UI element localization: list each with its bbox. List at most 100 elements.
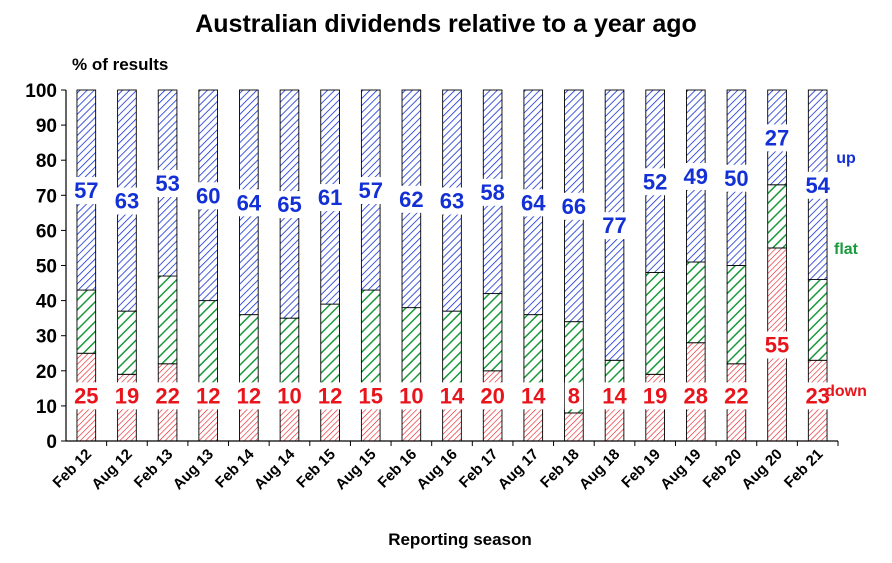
bar-flat bbox=[807, 279, 828, 361]
data-label-down: 19 bbox=[115, 383, 139, 408]
data-label-up: 53 bbox=[155, 171, 179, 196]
bar-flat bbox=[442, 310, 462, 393]
x-tick-label: Feb 18 bbox=[537, 446, 583, 492]
data-label-background bbox=[680, 162, 712, 190]
x-tick-label: Aug 20 bbox=[738, 446, 785, 493]
y-tick-label: 0 bbox=[46, 432, 57, 453]
data-label-up: 64 bbox=[521, 190, 546, 215]
data-label-up: 64 bbox=[237, 190, 262, 215]
data-label-up: 57 bbox=[74, 178, 98, 203]
data-label-down: 12 bbox=[196, 383, 220, 408]
x-tick-label: Feb 13 bbox=[131, 446, 177, 492]
data-label-up: 63 bbox=[115, 189, 139, 214]
data-label-background bbox=[761, 331, 793, 359]
data-label-background bbox=[721, 164, 752, 192]
y-tick-label: 40 bbox=[36, 292, 57, 313]
x-tick-label: Aug 13 bbox=[170, 446, 217, 493]
data-label-down: 19 bbox=[643, 383, 667, 408]
data-label-up: 27 bbox=[765, 125, 789, 150]
data-label-background bbox=[314, 382, 346, 410]
data-label-down: 28 bbox=[684, 383, 708, 408]
legend-label-down: down bbox=[825, 383, 867, 400]
x-axis-label: Reporting season bbox=[388, 530, 532, 549]
bar-flat bbox=[726, 265, 747, 365]
chart-title: Australian dividends relative to a year … bbox=[195, 10, 697, 38]
data-label-background bbox=[111, 382, 143, 410]
data-label-down: 15 bbox=[358, 383, 382, 408]
data-label-up: 61 bbox=[318, 185, 342, 210]
data-label-up: 52 bbox=[643, 169, 667, 194]
bar-flat bbox=[767, 184, 787, 249]
data-label-background bbox=[152, 170, 183, 198]
x-tick-label: Feb 20 bbox=[700, 446, 746, 492]
data-label-up: 60 bbox=[196, 183, 220, 208]
data-label-background bbox=[639, 168, 671, 196]
data-label-background bbox=[477, 382, 508, 410]
x-tick-label: Aug 14 bbox=[251, 445, 299, 493]
data-label-up: 63 bbox=[440, 189, 464, 214]
data-label-down: 20 bbox=[480, 383, 504, 408]
data-label-down: 23 bbox=[805, 383, 829, 408]
y-tick-label: 10 bbox=[36, 397, 57, 418]
bar-flat bbox=[117, 310, 137, 375]
data-label-background bbox=[233, 382, 265, 410]
legend-label-flat: flat bbox=[834, 241, 859, 258]
data-label-background bbox=[680, 382, 712, 410]
y-tick-label: 90 bbox=[36, 116, 57, 137]
data-label-down: 14 bbox=[440, 383, 465, 408]
y-tick-label: 50 bbox=[36, 257, 57, 278]
data-label-background bbox=[71, 382, 102, 410]
data-label-up: 65 bbox=[277, 192, 301, 217]
legend-group: up flat down bbox=[825, 150, 867, 400]
x-tick-label: Aug 16 bbox=[413, 446, 460, 493]
bar-down bbox=[564, 412, 584, 442]
y-axis-label: % of results bbox=[72, 55, 168, 74]
data-label-up: 50 bbox=[724, 166, 748, 191]
data-label-background bbox=[639, 382, 671, 410]
data-label-down: 25 bbox=[74, 383, 98, 408]
data-label-background bbox=[558, 192, 590, 220]
data-label-down: 14 bbox=[602, 383, 627, 408]
data-label-up: 54 bbox=[805, 173, 830, 198]
x-tick-label: Feb 17 bbox=[456, 446, 502, 492]
data-label-background bbox=[599, 382, 631, 410]
data-label-up: 57 bbox=[358, 178, 382, 203]
data-label-up: 62 bbox=[399, 187, 423, 212]
data-label-up: 66 bbox=[562, 194, 586, 219]
data-label-background bbox=[599, 212, 630, 240]
bar-down bbox=[401, 405, 422, 442]
data-label-background bbox=[436, 382, 468, 410]
bar-flat bbox=[76, 289, 97, 354]
data-label-down: 12 bbox=[318, 383, 342, 408]
data-label-background bbox=[396, 185, 427, 213]
x-tick-label: Feb 14 bbox=[212, 445, 258, 491]
data-label-background bbox=[477, 178, 508, 206]
x-tick-label: Aug 19 bbox=[657, 446, 704, 493]
bar-flat bbox=[157, 275, 178, 365]
data-label-background bbox=[355, 177, 386, 205]
data-label-background bbox=[761, 124, 793, 152]
data-label-background bbox=[111, 187, 143, 215]
data-label-up: 49 bbox=[684, 164, 708, 189]
data-label-background bbox=[518, 382, 550, 410]
bar-down bbox=[279, 405, 300, 442]
data-label-background bbox=[233, 189, 265, 217]
data-label-background bbox=[802, 171, 834, 199]
y-tick-label: 60 bbox=[36, 221, 57, 242]
data-label-down: 12 bbox=[237, 383, 261, 408]
data-label-background bbox=[721, 382, 752, 410]
data-label-background bbox=[436, 187, 468, 215]
data-label-down: 14 bbox=[521, 383, 546, 408]
data-label-up: 58 bbox=[480, 180, 504, 205]
data-label-background bbox=[274, 191, 305, 219]
data-label-down: 10 bbox=[277, 383, 301, 408]
data-labels-group: 25 57 19 63 22 53 12 60 12 64 10 65 12 61 15 57 10 62 14 63… bbox=[71, 124, 834, 410]
x-tick-label: Aug 18 bbox=[576, 446, 623, 493]
data-label-background bbox=[802, 382, 833, 410]
x-tick-label: Feb 15 bbox=[293, 446, 339, 492]
bar-flat bbox=[523, 314, 544, 393]
y-tick-label: 30 bbox=[36, 327, 57, 348]
data-label-down: 10 bbox=[399, 383, 423, 408]
